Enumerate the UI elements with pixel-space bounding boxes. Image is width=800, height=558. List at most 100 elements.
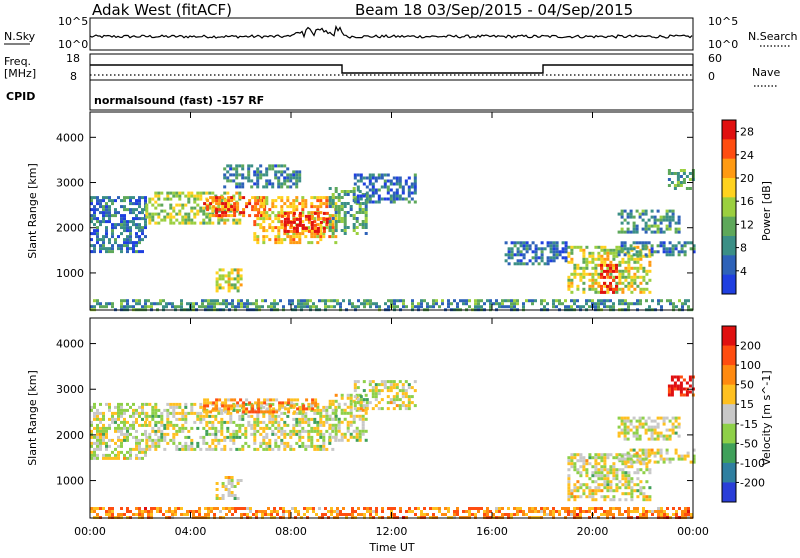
data-cell [222,299,225,303]
data-cell [301,444,305,448]
data-cell [573,272,577,276]
data-cell [286,217,290,221]
data-cell [206,404,210,408]
data-cell [546,507,549,510]
colorbar-tick-label: -100 [740,457,765,470]
data-cell [679,375,683,379]
data-cell [129,211,132,215]
data-cell [108,405,111,409]
data-cell [486,299,489,303]
data-cell [567,468,571,472]
data-cell [187,194,191,198]
data-cell [395,197,399,201]
data-cell [248,202,252,206]
data-cell [280,170,284,174]
data-cell [310,417,314,421]
data-cell [129,199,132,203]
data-cell [328,226,332,229]
data-cell [239,211,243,215]
data-cell [151,414,155,418]
data-cell [650,250,654,254]
data-cell [677,422,681,426]
data-cell [648,251,652,255]
data-cell [96,232,99,236]
data-cell [190,438,194,442]
data-cell [313,426,317,430]
data-cell [283,420,287,424]
data-cell [175,432,179,436]
data-cell [144,199,147,203]
data-cell [239,404,243,408]
station-title: Adak West (fitACF) [92,1,232,19]
data-cell [582,287,586,291]
data-cell [292,238,296,242]
data-cell [215,199,219,203]
data-cell [358,190,362,193]
data-cell [260,401,264,405]
data-cell [246,302,249,306]
data-cell [359,173,363,177]
data-cell [254,199,258,203]
data-cell [238,426,242,430]
data-cell [644,221,648,225]
data-cell [576,299,579,303]
data-cell [582,462,586,466]
data-cell [232,429,236,433]
data-cell [413,179,417,183]
data-cell [316,241,320,245]
data-cell [181,221,185,225]
data-cell [358,435,362,439]
data-cell [683,250,687,254]
data-cell [313,235,317,239]
data-cell [659,221,663,225]
data-cell [166,215,170,219]
data-cell [319,432,323,436]
data-cell [361,426,365,430]
data-cell [204,305,207,309]
data-cell [381,510,384,513]
data-cell [90,507,93,510]
data-cell [233,202,237,206]
x-tick-label: 00:00 [74,525,106,538]
data-cell [96,414,99,418]
data-cell [438,510,441,513]
data-cell [531,510,534,513]
data-cell [668,434,672,438]
data-cell [190,221,194,225]
data-cell [295,196,299,200]
data-cell [623,218,627,222]
data-cell [507,513,510,516]
data-cell [132,250,135,254]
data-cell [331,423,335,427]
data-cell [319,420,323,424]
data-cell [333,299,336,303]
data-cell [283,423,287,427]
data-cell [600,245,604,249]
data-cell [135,417,138,421]
data-cell [504,513,507,516]
data-cell [295,208,299,212]
data-cell [193,194,197,198]
data-cell [579,245,583,249]
data-cell [636,456,640,460]
data-cell [96,426,99,430]
data-cell [316,229,320,233]
freq-trace [90,64,693,74]
data-cell [227,404,231,408]
data-cell [126,429,129,433]
data-cell [364,220,368,223]
data-cell [645,465,649,469]
data-cell [540,259,544,263]
data-cell [327,299,330,303]
data-cell [102,456,105,460]
data-cell [309,299,312,303]
data-cell [250,179,254,183]
data-cell [674,416,678,420]
data-cell [276,513,279,516]
data-cell [328,417,332,421]
data-cell [328,214,332,217]
data-cell [290,404,294,408]
data-cell [362,404,366,408]
data-cell [549,513,552,516]
data-cell [392,398,396,402]
